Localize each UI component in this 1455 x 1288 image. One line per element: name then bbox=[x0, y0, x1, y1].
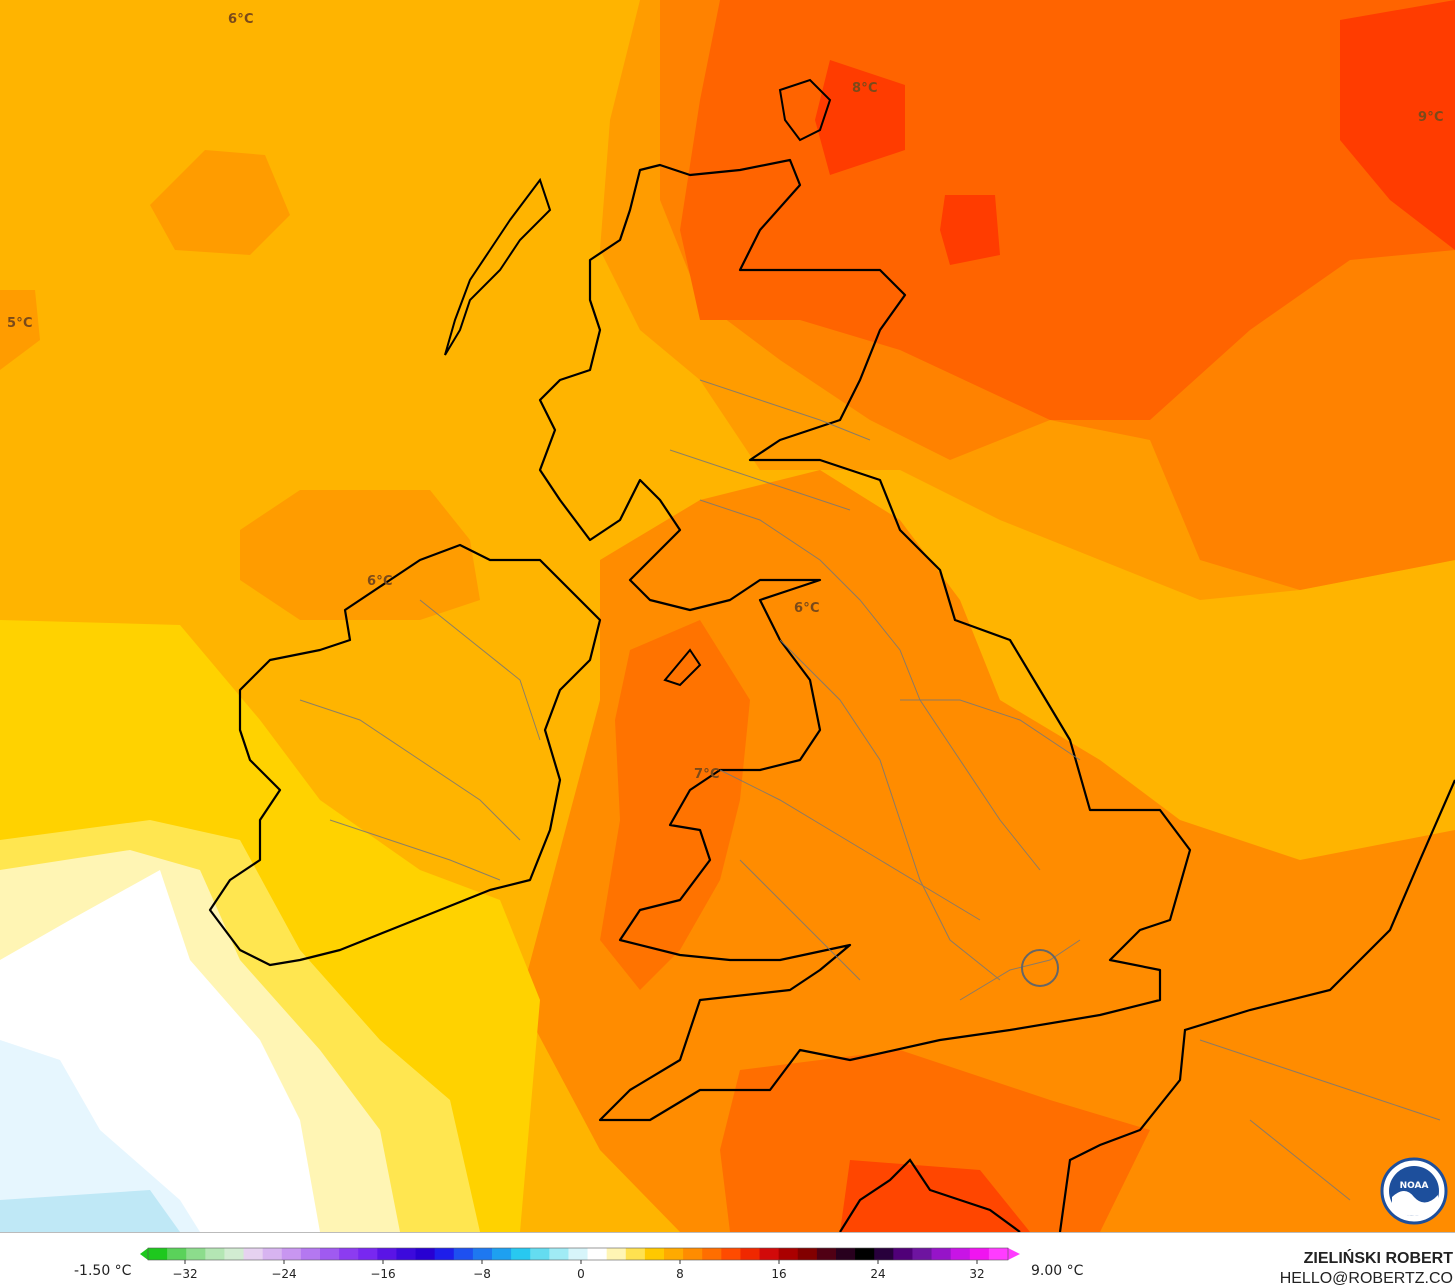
legend-tick-label: 16 bbox=[771, 1267, 786, 1281]
legend-swatch bbox=[950, 1248, 971, 1260]
legend-swatch bbox=[855, 1248, 875, 1260]
legend-swatch bbox=[549, 1248, 570, 1260]
temp-band-9c-ne bbox=[1340, 0, 1455, 250]
legend-tick-label: 0 bbox=[577, 1267, 585, 1281]
legend-swatch bbox=[912, 1248, 933, 1260]
legend-swatch bbox=[300, 1248, 321, 1260]
coast-orkney bbox=[778, 78, 832, 142]
coast-brittany bbox=[839, 1158, 1021, 1232]
legend-swatch bbox=[816, 1248, 837, 1260]
temp-band-1c bbox=[0, 1040, 200, 1232]
temp-band-7c-central bbox=[520, 470, 1455, 1232]
legend-swatch bbox=[778, 1248, 799, 1260]
legend-swatch bbox=[530, 1248, 550, 1260]
author-email: HELLO@ROBERTZ.CO bbox=[1279, 1270, 1453, 1287]
temp-band-8c-wales bbox=[600, 620, 750, 990]
legend-tick-label: −8 bbox=[473, 1267, 491, 1281]
legend-swatch bbox=[453, 1248, 474, 1260]
temp-band-9c-south bbox=[840, 1160, 1030, 1232]
coast-isle-of-man bbox=[663, 648, 702, 687]
legend-swatch bbox=[683, 1248, 703, 1260]
admin-boundaries bbox=[299, 379, 1441, 1201]
legend-swatch bbox=[186, 1248, 206, 1260]
legend-swatch bbox=[587, 1248, 608, 1260]
legend-swatch bbox=[606, 1248, 627, 1260]
legend-tick-label: −24 bbox=[271, 1267, 296, 1281]
legend-swatch bbox=[148, 1248, 168, 1260]
legend-ticks: −32 −24 −16 −8 0 8 16 24 32 bbox=[172, 1260, 985, 1281]
temperature-map bbox=[0, 0, 1455, 1232]
legend-swatch bbox=[339, 1248, 359, 1260]
legend-swatch bbox=[511, 1248, 531, 1260]
temp-band-9c-north bbox=[815, 60, 905, 175]
coast-ireland bbox=[208, 543, 602, 967]
legend-swatch bbox=[702, 1248, 722, 1260]
legend-min-value: -1.50 °C bbox=[74, 1263, 132, 1279]
legend-swatches bbox=[140, 1247, 1020, 1261]
legend-swatch bbox=[358, 1248, 378, 1260]
legend-swatch bbox=[377, 1248, 398, 1260]
color-legend: −32 −24 −16 −8 0 8 16 24 32 bbox=[140, 1247, 1020, 1281]
legend-swatch bbox=[568, 1248, 589, 1260]
legend-swatch bbox=[874, 1248, 894, 1260]
temp-blob-5c bbox=[0, 290, 40, 370]
coast-hebrides bbox=[444, 177, 552, 356]
legend-swatch bbox=[492, 1248, 512, 1260]
legend-swatch bbox=[664, 1248, 684, 1260]
legend-swatch bbox=[396, 1248, 417, 1260]
legend-swatch bbox=[721, 1248, 742, 1260]
noaa-logo: NOAA bbox=[1380, 1157, 1448, 1225]
legend-swatch bbox=[281, 1248, 302, 1260]
noaa-logo-text: NOAA bbox=[1400, 1181, 1429, 1191]
legend-swatch bbox=[988, 1248, 1009, 1260]
legend-max-arrow bbox=[1008, 1248, 1020, 1260]
author-name: ZIELIŃSKI ROBERT bbox=[1303, 1250, 1453, 1267]
legend-tick-label: −32 bbox=[172, 1267, 197, 1281]
contour-label-5c-west: 5°C bbox=[7, 316, 33, 331]
temp-band-0c bbox=[0, 1190, 180, 1232]
legend-tick-label: 32 bbox=[969, 1267, 984, 1281]
legend-swatch bbox=[893, 1248, 914, 1260]
contour-label-6c-top: 6°C bbox=[228, 12, 254, 27]
legend-swatch bbox=[797, 1248, 818, 1260]
contour-label-9c-ne: 9°C bbox=[1418, 110, 1444, 125]
temp-blob-west bbox=[150, 150, 290, 255]
legend-swatch bbox=[243, 1248, 264, 1260]
legend-swatch bbox=[759, 1248, 780, 1260]
temp-blob-ireland bbox=[240, 490, 480, 620]
legend-swatch bbox=[644, 1248, 665, 1260]
london-boundaries bbox=[1021, 949, 1059, 987]
legend-swatch bbox=[969, 1248, 990, 1260]
legend-swatch bbox=[740, 1248, 761, 1260]
legend-swatch bbox=[931, 1248, 952, 1260]
legend-swatch bbox=[625, 1248, 646, 1260]
legend-swatch bbox=[434, 1248, 455, 1260]
contour-label-6c-ireland: 6°C bbox=[367, 574, 393, 589]
coast-continent bbox=[1058, 779, 1455, 1232]
coast-great-britain bbox=[538, 158, 1192, 1122]
legend-tick-label: 8 bbox=[676, 1267, 684, 1281]
contour-label-7c-wales: 7°C bbox=[694, 767, 720, 782]
legend-swatch bbox=[415, 1248, 436, 1260]
legend-max-value: 9.00 °C bbox=[1031, 1263, 1084, 1279]
contour-label-8c-north: 8°C bbox=[852, 81, 878, 96]
legend-tick-label: −16 bbox=[370, 1267, 395, 1281]
legend-swatch bbox=[224, 1248, 245, 1260]
temp-band-9c-east bbox=[940, 195, 1000, 265]
legend-swatch bbox=[472, 1248, 493, 1260]
legend-swatch bbox=[205, 1248, 226, 1260]
legend-swatch bbox=[262, 1248, 283, 1260]
temp-band-8c-south bbox=[720, 1050, 1150, 1232]
legend-min-arrow bbox=[140, 1248, 148, 1260]
legend-swatch bbox=[320, 1248, 340, 1260]
legend-swatch bbox=[836, 1248, 856, 1260]
legend-swatch bbox=[167, 1248, 187, 1260]
legend-tick-label: 24 bbox=[870, 1267, 885, 1281]
contour-label-6c-pennines: 6°C bbox=[794, 601, 820, 616]
